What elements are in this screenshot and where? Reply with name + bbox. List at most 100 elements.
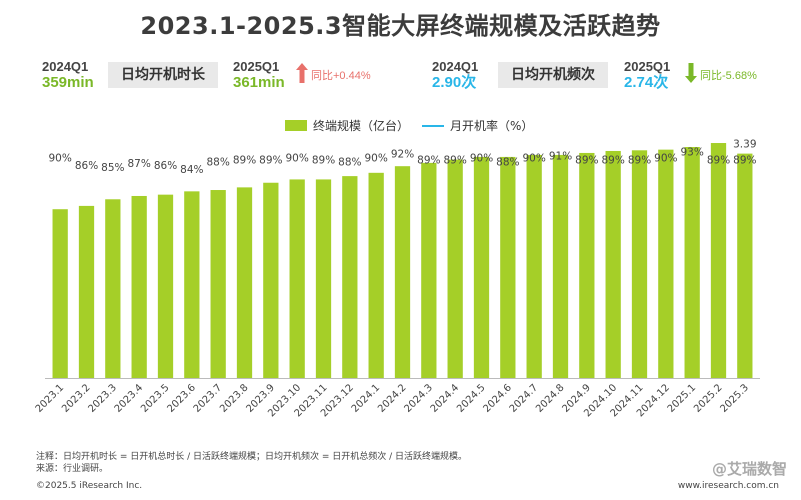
bar-2023.6 xyxy=(184,191,200,378)
bar-2023.3 xyxy=(105,199,121,378)
kpi-frequency-change: 同比-5.68% xyxy=(700,70,757,82)
kpi-frequency-cur: 2025Q1 2.74次 xyxy=(624,59,670,91)
x-tick-label-2024.3: 2024.3 xyxy=(402,382,435,415)
x-tick-label-2023.6: 2023.6 xyxy=(165,382,198,415)
rate-label-2025.1: 93% xyxy=(680,146,703,158)
rate-label-2023.11: 89% xyxy=(312,154,335,166)
bar-2024.7 xyxy=(526,154,542,378)
rate-label-2023.6: 84% xyxy=(180,164,203,176)
bar-2023.5 xyxy=(157,194,174,378)
rate-label-2024.11: 89% xyxy=(628,154,651,166)
bar-2024.12 xyxy=(658,149,674,378)
x-tick-label-2023.4: 2023.4 xyxy=(113,382,146,415)
rate-label-2023.5: 86% xyxy=(154,160,177,172)
note-source: 来源：行业调研。 xyxy=(36,464,109,474)
bar-2024.10 xyxy=(605,150,621,378)
bar-2025.3 xyxy=(737,153,753,378)
watermark: @艾瑞数智 xyxy=(711,460,787,478)
rate-label-2024.6: 88% xyxy=(496,156,519,168)
note-definition: 注释：日均开机时长 = 日开机总时长 / 日活跃终端规模；日均开机频次 = 日开… xyxy=(36,452,468,462)
bar-2023.4 xyxy=(131,195,147,378)
x-tick-label-2024.8: 2024.8 xyxy=(534,382,567,415)
rate-label-2024.9: 89% xyxy=(575,154,598,166)
bar-2025.1 xyxy=(684,146,700,378)
x-tick-label-2023.2: 2023.2 xyxy=(60,382,93,415)
x-tick-label-2024.1: 2024.1 xyxy=(350,382,383,415)
bar-2023.9 xyxy=(263,182,279,378)
kpi-frequency-cur-period: 2025Q1 xyxy=(624,59,671,74)
bar-2025.2 xyxy=(710,143,727,378)
bar-2024.9 xyxy=(579,152,595,378)
site-url: www.iresearch.com.cn xyxy=(677,481,779,491)
kpi-duration-cur-value: 361min xyxy=(233,74,285,91)
bar-2023.7 xyxy=(210,190,226,378)
rate-label-2023.2: 86% xyxy=(75,160,98,172)
kpi-duration-prev-value: 359min xyxy=(42,74,94,91)
rate-label-2023.4: 87% xyxy=(127,158,150,170)
x-tick-label-2023.8: 2023.8 xyxy=(218,382,251,415)
bar-2023.8 xyxy=(236,187,253,378)
bar-2023.10 xyxy=(289,179,305,378)
legend-bar-label: 终端规模（亿台） xyxy=(313,119,410,133)
legend-bar-swatch xyxy=(285,120,307,131)
bar-2024.4 xyxy=(447,159,463,378)
x-tick-label-2023.3: 2023.3 xyxy=(86,382,119,415)
rate-label-2024.5: 90% xyxy=(470,152,493,164)
x-tick-label-2025.1: 2025.1 xyxy=(666,382,699,415)
legend-line-swatch xyxy=(422,124,444,127)
bar-2024.6 xyxy=(500,156,516,378)
bar-value-label-2025.3: 3.39 xyxy=(733,139,756,151)
kpi-duration-prev-period: 2024Q1 xyxy=(42,59,89,74)
kpi-duration-label: 日均开机时长 xyxy=(108,62,218,88)
kpi-duration-prev: 2024Q1 359min xyxy=(42,59,94,91)
kpi-duration-cur: 2025Q1 361min xyxy=(233,59,285,91)
up-arrow-icon xyxy=(296,63,308,83)
x-tick-label-2023.7: 2023.7 xyxy=(192,382,225,415)
rate-label-2023.12: 88% xyxy=(338,156,361,168)
rate-label-2023.10: 90% xyxy=(285,152,308,164)
x-tick-label-2023.5: 2023.5 xyxy=(139,382,172,415)
rate-label-2023.3: 85% xyxy=(101,162,124,174)
x-tick-label-2025.2: 2025.2 xyxy=(692,382,725,415)
bar-2023.12 xyxy=(342,176,358,378)
x-tick-label-2024.4: 2024.4 xyxy=(429,382,462,415)
rate-label-2024.2: 92% xyxy=(391,148,414,160)
x-tick-label-2024.5: 2024.5 xyxy=(455,382,488,415)
legend-line: 月开机率（%） xyxy=(422,117,533,134)
kpi-duration-cur-period: 2025Q1 xyxy=(233,59,280,74)
rate-label-2023.1: 90% xyxy=(48,152,71,164)
kpi-frequency-cur-value: 2.74次 xyxy=(624,74,669,91)
chart-title: 2023.1-2025.3智能大屏终端规模及活跃趋势 xyxy=(140,12,661,40)
x-tick-label-2023.1: 2023.1 xyxy=(34,382,67,415)
bar-2024.8 xyxy=(552,154,569,378)
rate-label-2024.1: 90% xyxy=(364,152,387,164)
bar-2024.3 xyxy=(421,162,437,378)
rate-label-2024.7: 90% xyxy=(522,152,545,164)
legend-line-label: 月开机率（%） xyxy=(450,119,534,133)
rate-label-2024.3: 89% xyxy=(417,154,440,166)
bar-2023.11 xyxy=(315,179,332,378)
x-tick-label-2025.3: 2025.3 xyxy=(718,382,751,415)
rate-label-2023.9: 89% xyxy=(259,154,282,166)
rate-label-2023.7: 88% xyxy=(206,156,229,168)
rate-label-2023.8: 89% xyxy=(233,154,256,166)
copyright: ©2025.5 iResearch Inc. xyxy=(36,481,143,491)
bar-2023.1 xyxy=(52,209,68,378)
kpi-frequency-prev: 2024Q1 2.90次 xyxy=(432,59,478,91)
rate-label-2024.10: 89% xyxy=(601,154,624,166)
rate-label-2024.8: 91% xyxy=(549,150,572,162)
rate-label-2024.12: 90% xyxy=(654,152,677,164)
bar-2023.2 xyxy=(78,205,95,378)
legend-bar: 终端规模（亿台） xyxy=(285,117,409,134)
rate-label-2025.2: 89% xyxy=(707,154,730,166)
bar-2024.5 xyxy=(473,156,490,378)
kpi-duration-change: 同比+0.44% xyxy=(311,70,371,82)
kpi-frequency-label: 日均开机频次 xyxy=(498,62,608,88)
bar-2024.1 xyxy=(368,172,384,378)
x-tick-label-2024.6: 2024.6 xyxy=(481,382,514,415)
bar-2024.2 xyxy=(394,166,411,378)
kpi-frequency-prev-value: 2.90次 xyxy=(432,74,477,91)
x-tick-label-2024.2: 2024.2 xyxy=(376,382,409,415)
x-tick-label-2024.7: 2024.7 xyxy=(508,382,541,415)
